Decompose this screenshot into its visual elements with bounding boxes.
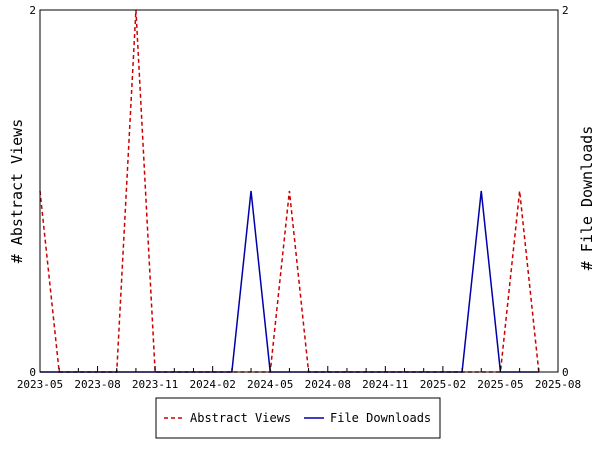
x-tick-label: 2024-02 — [189, 378, 235, 391]
y-tick-label-right: 2 — [562, 4, 569, 17]
x-tick-label: 2025-08 — [535, 378, 581, 391]
x-tick-label: 2025-02 — [420, 378, 466, 391]
legend-label-abstract-views: Abstract Views — [190, 411, 291, 425]
x-tick-label: 2023-08 — [74, 378, 120, 391]
legend: Abstract Views File Downloads — [155, 397, 441, 439]
y-tick-label-left: 0 — [29, 366, 36, 379]
plot-frame — [39, 9, 559, 373]
x-tick-label: 2025-05 — [477, 378, 523, 391]
legend-label-file-downloads: File Downloads — [330, 411, 431, 425]
y-axis-title-left: # Abstract Views — [8, 119, 26, 264]
y-axis-title-right: # File Downloads — [578, 126, 596, 271]
axes — [39, 9, 559, 373]
legend-box — [155, 397, 441, 439]
y-tick-label-right: 0 — [562, 366, 569, 379]
x-tick-label: 2023-05 — [17, 378, 63, 391]
series-line-file-downloads — [40, 190, 539, 373]
tick-labels: 2023-05 2023-08 2023-11 2024-02 2024-05 2024-… — [17, 4, 581, 391]
x-tick-label: 2024-08 — [305, 378, 351, 391]
x-tick-label: 2023-11 — [132, 378, 178, 391]
y-tick-label-left: 2 — [29, 4, 36, 17]
x-tick-label: 2024-05 — [247, 378, 293, 391]
series-layer — [39, 9, 540, 373]
x-tick-label: 2024-11 — [362, 378, 408, 391]
